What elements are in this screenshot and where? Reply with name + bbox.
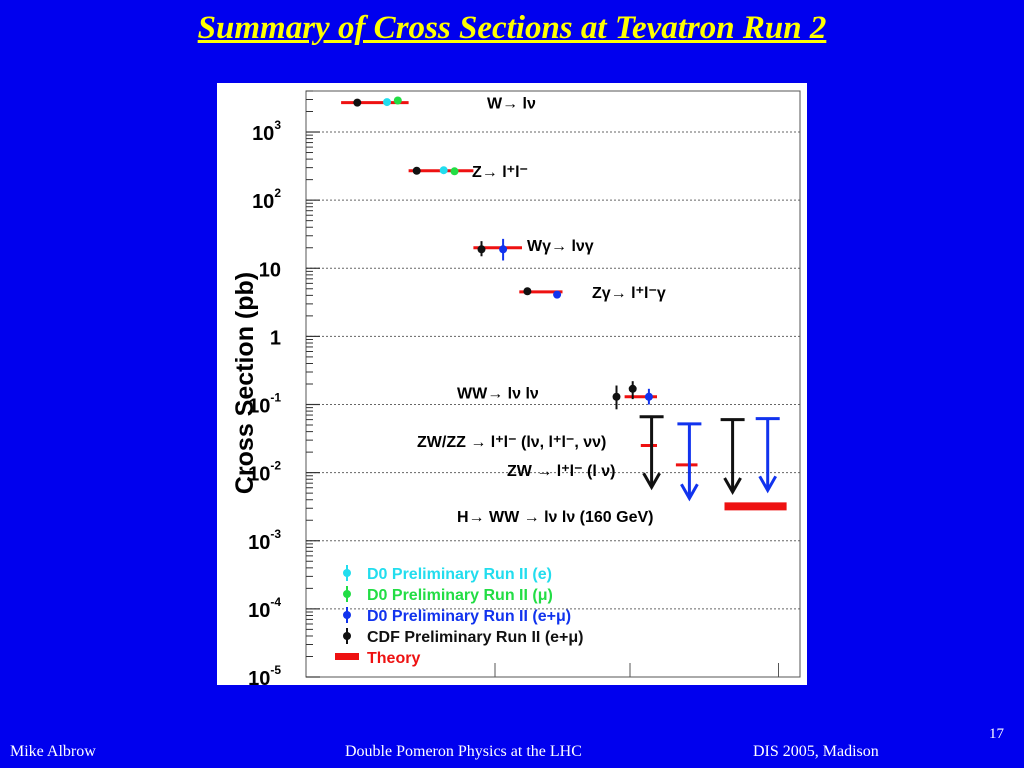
measurement-points	[353, 96, 653, 410]
measurement-point	[450, 167, 459, 176]
slide-title: Summary of Cross Sections at Tevatron Ru…	[197, 10, 827, 46]
y-tick-label: 10-4	[248, 595, 281, 622]
limit-arrowhead	[758, 475, 778, 494]
process-label: Z→ l⁺l⁻	[472, 164, 528, 181]
process-label: Wγ→ lνγ	[527, 238, 594, 255]
y-tick-base: 10	[248, 464, 270, 486]
legend-label: D0 Preliminary Run II (μ)	[367, 587, 553, 604]
footer-talk-title: Double Pomeron Physics at the LHC	[345, 743, 582, 760]
y-tick-base: 10	[252, 191, 274, 213]
legend-marker-point	[343, 611, 351, 619]
footer-author: Mike Albrow	[10, 743, 96, 760]
y-tick-base: 10	[248, 396, 270, 418]
process-label: ZW → l⁺l⁻ (l ν)	[507, 463, 615, 480]
slide-number: 17	[989, 726, 1004, 742]
y-tick-base: 10	[248, 532, 270, 554]
process-label: H→ WW → lν lν (160 GeV)	[457, 509, 653, 526]
y-tick-exponent: -3	[270, 527, 281, 541]
y-tick-exponent: -1	[270, 391, 281, 405]
y-tick-label: 102	[252, 186, 281, 213]
y-axis-label: Cross Section (pb)	[231, 272, 259, 494]
y-tick-exponent: 3	[274, 118, 281, 132]
measurement-point	[523, 287, 532, 296]
process-label: Zγ→ l⁺l⁻γ	[592, 285, 666, 302]
y-tick-label: 10	[259, 259, 281, 281]
process-labels: W→ lν Z→ l⁺l⁻ Wγ→ lνγ Zγ→ l⁺l⁻γ WW→ lν lν ZW/…	[417, 96, 666, 526]
legend-marker-point	[343, 590, 351, 598]
y-tick-base: 1	[270, 327, 281, 349]
y-tick-exponent: -4	[270, 595, 281, 609]
measurement-point	[477, 245, 486, 254]
y-tick-base: 10	[259, 259, 281, 281]
y-tick-label: 103	[252, 118, 281, 145]
upper-limit-arrows	[639, 415, 780, 502]
y-tick-base: 10	[248, 600, 270, 622]
measurement-point	[393, 96, 402, 105]
measurement-point	[499, 245, 508, 254]
legend-label: D0 Preliminary Run II (e+μ)	[367, 608, 571, 625]
y-tick-label: 10-5	[248, 663, 281, 685]
legend: D0 Preliminary Run II (e) D0 Preliminary …	[335, 565, 584, 667]
y-tick-exponent: -2	[270, 459, 281, 473]
measurement-point	[353, 98, 362, 107]
measurement-point	[644, 392, 653, 401]
y-tick-base: 10	[252, 123, 274, 145]
limit-arrowhead	[642, 472, 661, 491]
y-tick-exponent: 2	[274, 186, 281, 200]
footer-conference: DIS 2005, Madison	[753, 743, 879, 760]
measurement-point	[553, 290, 562, 299]
legend-marker-theory	[335, 653, 359, 660]
legend-label: D0 Preliminary Run II (e)	[367, 566, 552, 583]
y-tick-exponent: -5	[270, 663, 281, 677]
legend-marker-point	[343, 569, 351, 577]
y-tick-label: 10-1	[248, 391, 281, 418]
measurement-point	[383, 98, 391, 107]
legend-marker-point	[343, 632, 351, 640]
measurement-point	[628, 384, 637, 393]
process-label: W→ lν	[487, 96, 536, 113]
limit-arrowhead	[723, 477, 742, 496]
y-tick-base: 10	[248, 668, 270, 685]
cross-section-chart: 10-5 10-4 10-3 10-2 10-1 1 10 102 103 Cross Sect…	[217, 83, 807, 685]
measurement-point	[412, 166, 421, 175]
measurement-point	[439, 166, 448, 175]
process-label: ZW/ZZ → l⁺l⁻ (lν, l⁺l⁻, νν)	[417, 434, 606, 451]
legend-label: Theory	[367, 650, 420, 667]
y-tick-label: 10-3	[248, 527, 281, 554]
process-label: WW→ lν lν	[457, 386, 539, 403]
y-tick-label: 10-2	[248, 459, 281, 486]
y-tick-label: 1	[270, 327, 281, 349]
legend-label: CDF Preliminary Run II (e+μ)	[367, 629, 584, 646]
measurement-point	[612, 392, 621, 401]
limit-arrowhead	[680, 483, 699, 502]
